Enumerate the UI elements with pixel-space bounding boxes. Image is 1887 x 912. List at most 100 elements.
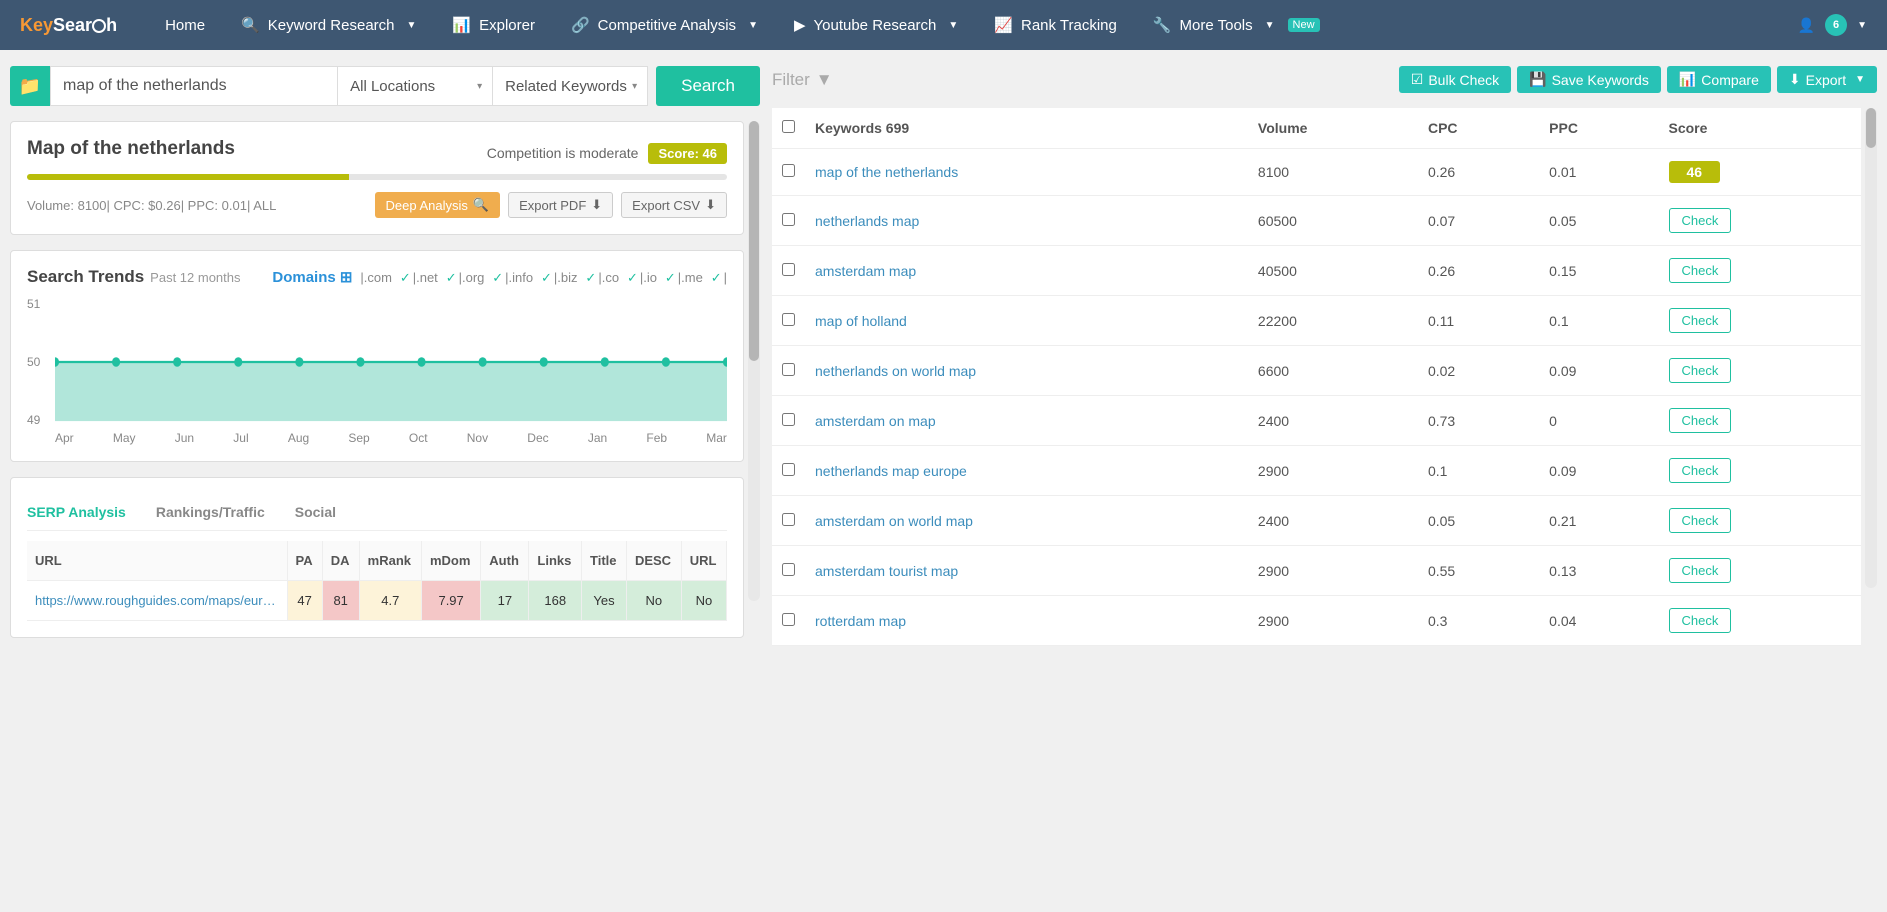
month-label: Aug <box>288 431 309 445</box>
search-input[interactable] <box>50 66 338 106</box>
keywords-header[interactable]: Keywords 699 <box>805 108 1248 149</box>
volume-cell: 2400 <box>1248 396 1418 446</box>
nav-home[interactable]: Home <box>147 0 223 50</box>
notification-count[interactable]: 6 <box>1825 14 1847 36</box>
tld-item[interactable]: ✓|.biz <box>541 270 578 285</box>
tld-item[interactable]: |.com <box>360 270 392 285</box>
serp-col[interactable]: Title <box>582 541 627 581</box>
tld-item[interactable]: ✓|.me <box>665 270 703 285</box>
month-label: Dec <box>527 431 548 445</box>
keyword-link[interactable]: map of holland <box>815 313 907 329</box>
row-checkbox[interactable] <box>782 413 795 426</box>
serp-col[interactable]: URL <box>27 541 287 581</box>
folder-button[interactable]: 📁 <box>10 66 50 106</box>
check-button[interactable]: Check <box>1669 558 1732 583</box>
check-button[interactable]: Check <box>1669 608 1732 633</box>
volume-cell: 8100 <box>1248 149 1418 196</box>
serp-col[interactable]: mDom <box>421 541 480 581</box>
scroll-thumb[interactable] <box>749 121 759 361</box>
export-pdf-button[interactable]: Export PDF ⬇ <box>508 192 613 218</box>
row-checkbox[interactable] <box>782 213 795 226</box>
check-button[interactable]: Check <box>1669 508 1732 533</box>
location-select[interactable]: All Locations <box>338 66 493 106</box>
compare-button[interactable]: 📊Compare <box>1667 66 1771 93</box>
keyword-link[interactable]: amsterdam map <box>815 263 916 279</box>
nav-youtube[interactable]: ▶Youtube Research▼ <box>776 0 976 50</box>
competition-bar <box>27 174 727 180</box>
serp-row[interactable]: https://www.roughguides.com/maps/euro...… <box>27 581 727 621</box>
col-score[interactable]: Score <box>1659 108 1862 149</box>
nav-keyword-research[interactable]: 🔍Keyword Research▼ <box>223 0 434 50</box>
col-volume[interactable]: Volume <box>1248 108 1418 149</box>
left-scrollbar[interactable] <box>748 121 760 601</box>
graph-icon: 📈 <box>994 16 1013 34</box>
cpc-cell: 0.05 <box>1418 496 1539 546</box>
serp-col[interactable]: URL <box>681 541 726 581</box>
col-cpc[interactable]: CPC <box>1418 108 1539 149</box>
serp-col[interactable]: PA <box>287 541 322 581</box>
cpc-cell: 0.26 <box>1418 246 1539 296</box>
logo[interactable]: KeySearh <box>20 15 117 36</box>
serp-col[interactable]: mRank <box>359 541 421 581</box>
row-checkbox[interactable] <box>782 513 795 526</box>
serp-col[interactable]: Links <box>529 541 582 581</box>
tld-item[interactable]: ✓| <box>711 270 727 285</box>
row-checkbox[interactable] <box>782 363 795 376</box>
filter-button[interactable]: Filter▼ <box>772 70 833 90</box>
col-ppc[interactable]: PPC <box>1539 108 1658 149</box>
tab-serp-analysis[interactable]: SERP Analysis <box>27 494 126 530</box>
check-button[interactable]: Check <box>1669 208 1732 233</box>
nav-more-tools[interactable]: 🔧More Tools▼New <box>1135 0 1338 50</box>
deep-analysis-button[interactable]: Deep Analysis 🔍 <box>375 192 501 218</box>
check-button[interactable]: Check <box>1669 258 1732 283</box>
keyword-link[interactable]: netherlands map europe <box>815 463 967 479</box>
save-keywords-button[interactable]: 💾Save Keywords <box>1517 66 1661 93</box>
row-checkbox[interactable] <box>782 164 795 177</box>
keyword-link[interactable]: netherlands map <box>815 213 919 229</box>
row-checkbox[interactable] <box>782 463 795 476</box>
keyword-link[interactable]: rotterdam map <box>815 613 906 629</box>
tld-item[interactable]: ✓|.net <box>400 270 438 285</box>
serp-cell: 47 <box>287 581 322 621</box>
user-icon[interactable]: 👤 <box>1798 17 1815 34</box>
nav-explorer[interactable]: 📊Explorer <box>434 0 553 50</box>
logo-part1: Key <box>20 15 53 35</box>
bulk-check-button[interactable]: ☑Bulk Check <box>1399 66 1511 93</box>
serp-col[interactable]: DESC <box>626 541 681 581</box>
keyword-link[interactable]: amsterdam on map <box>815 413 936 429</box>
right-scrollbar[interactable] <box>1865 108 1877 588</box>
row-checkbox[interactable] <box>782 313 795 326</box>
tab-social[interactable]: Social <box>295 494 336 530</box>
search-icon: 🔍 <box>473 197 489 213</box>
export-csv-button[interactable]: Export CSV ⬇ <box>621 192 727 218</box>
keyword-link[interactable]: map of the netherlands <box>815 164 958 180</box>
select-all-checkbox[interactable] <box>782 120 795 133</box>
tld-item[interactable]: ✓|.info <box>492 270 533 285</box>
row-checkbox[interactable] <box>782 563 795 576</box>
scroll-thumb[interactable] <box>1866 108 1876 148</box>
check-button[interactable]: Check <box>1669 358 1732 383</box>
type-select[interactable]: Related Keywords <box>493 66 648 106</box>
tld-item[interactable]: ✓|.co <box>585 270 619 285</box>
check-button[interactable]: Check <box>1669 408 1732 433</box>
nav-rank-tracking[interactable]: 📈Rank Tracking <box>976 0 1135 50</box>
row-checkbox[interactable] <box>782 613 795 626</box>
domains-label[interactable]: Domains ⊞ <box>272 269 352 286</box>
export-button[interactable]: ⬇Export▼ <box>1777 66 1877 93</box>
caret-icon[interactable]: ▼ <box>1857 20 1867 31</box>
row-checkbox[interactable] <box>782 263 795 276</box>
tld-item[interactable]: ✓|.io <box>627 270 657 285</box>
caret-icon: ▼ <box>407 20 417 31</box>
keyword-link[interactable]: netherlands on world map <box>815 363 976 379</box>
serp-col[interactable]: Auth <box>481 541 529 581</box>
keyword-link[interactable]: amsterdam tourist map <box>815 563 958 579</box>
tab-rankings[interactable]: Rankings/Traffic <box>156 494 265 530</box>
check-button[interactable]: Check <box>1669 308 1732 333</box>
check-button[interactable]: Check <box>1669 458 1732 483</box>
nav-competitive[interactable]: 🔗Competitive Analysis▼ <box>553 0 776 50</box>
main: 📁 All Locations Related Keywords Search … <box>0 50 1887 662</box>
keyword-link[interactable]: amsterdam on world map <box>815 513 973 529</box>
serp-col[interactable]: DA <box>322 541 359 581</box>
tld-item[interactable]: ✓|.org <box>446 270 485 285</box>
search-button[interactable]: Search <box>656 66 760 106</box>
